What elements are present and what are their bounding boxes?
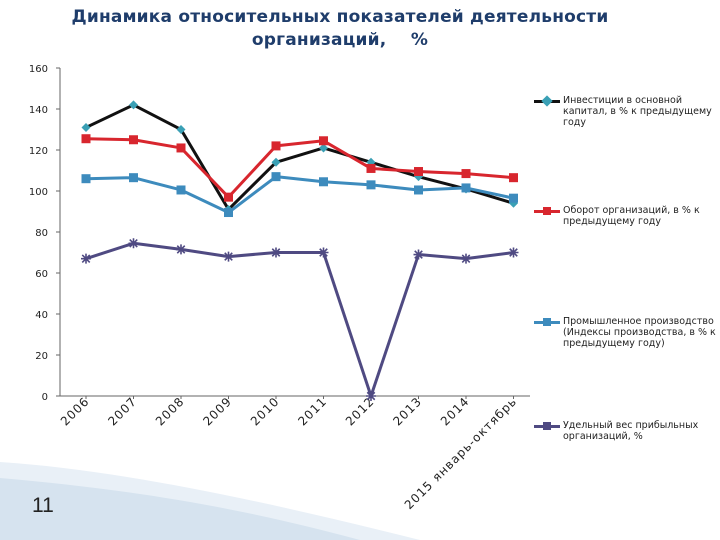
legend-item: Промышленное производство (Индексы произ… [534, 316, 720, 349]
data-point [129, 173, 138, 183]
y-axis-ticks: 0 20 40 60 80 100 120 140 160 [29, 64, 60, 403]
title-line-1: Динамика относительных показателей деяте… [71, 7, 609, 27]
data-point [81, 174, 91, 184]
x-tick-label: 2008 [153, 394, 187, 428]
legend-swatch [534, 207, 560, 215]
data-point [318, 247, 329, 258]
x-tick-label-group: 2007 [105, 394, 139, 428]
data-point [461, 253, 471, 264]
data-point [271, 157, 281, 167]
data-point [366, 391, 376, 401]
x-tick-label: 2012 [343, 394, 377, 428]
series-0 [81, 100, 518, 214]
x-tick-label: 2006 [58, 394, 92, 428]
data-point [81, 134, 91, 144]
data-point [176, 125, 186, 134]
x-tick-label: 2014 [438, 394, 472, 428]
x-tick-label: 2007 [105, 394, 139, 428]
data-point [81, 253, 91, 264]
legend-item: Инвестиции в основной капитал, в % к пре… [534, 95, 720, 128]
x-tick-label-group: 2012 [343, 394, 377, 428]
x-tick-label-group: 2008 [153, 394, 187, 428]
legend-swatch [534, 95, 560, 107]
y-tick-label: 80 [35, 228, 48, 239]
x-tick-label: 2011 [295, 394, 329, 428]
chart-series [81, 100, 519, 401]
title-line-2: организаций, % [251, 30, 429, 50]
series-line [85, 103, 514, 211]
data-point [271, 247, 281, 258]
series-line [85, 175, 514, 215]
y-tick-label: 0 [42, 392, 48, 403]
data-point [413, 249, 424, 260]
data-point [509, 193, 518, 203]
x-tick-label-group: 2010 [248, 394, 282, 428]
background-decoration [0, 462, 420, 540]
series-2 [81, 172, 518, 218]
legend-label: Инвестиции в основной капитал, в % к пре… [563, 95, 712, 128]
legend-label: Промышленное производство (Индексы произ… [563, 316, 716, 349]
data-point [176, 143, 186, 153]
x-tick-label: 2013 [390, 394, 424, 428]
y-tick-label: 160 [29, 64, 48, 75]
data-point [129, 100, 138, 110]
x-tick-label-group: 2013 [390, 394, 424, 428]
data-point [129, 135, 138, 145]
series-1 [81, 134, 518, 202]
data-point [461, 183, 471, 193]
y-tick-label: 120 [29, 146, 48, 157]
y-tick-label: 100 [29, 187, 48, 198]
data-point [271, 172, 281, 182]
chart-axes [59, 68, 530, 397]
y-tick-label: 140 [29, 105, 48, 116]
data-point [271, 141, 281, 151]
x-tick-label-group: 2006 [58, 394, 92, 428]
data-point [224, 208, 233, 218]
data-point [128, 238, 139, 249]
data-point [509, 173, 518, 183]
data-point [508, 247, 519, 258]
legend-swatch [534, 318, 560, 326]
series-line [85, 241, 514, 398]
series-line [85, 137, 514, 199]
data-point [414, 167, 423, 177]
series-3 [81, 238, 519, 401]
legend-item: Удельный вес прибыльных организаций, % [534, 420, 720, 442]
y-tick-label: 60 [35, 269, 48, 280]
data-point [319, 136, 328, 146]
legend-label: Удельный вес прибыльных организаций, % [563, 420, 699, 442]
data-point [81, 122, 91, 132]
y-tick-label: 20 [35, 351, 48, 362]
data-point [319, 177, 328, 187]
legend-swatch [534, 422, 560, 430]
x-tick-label-group: 2014 [438, 394, 472, 428]
x-tick-label-group: 2009 [200, 394, 234, 428]
x-tick-label-group: 2011 [295, 394, 329, 428]
data-point [176, 185, 186, 195]
data-point [366, 180, 376, 190]
data-point [461, 169, 471, 179]
legend-label: Оборот организаций, в % к предыдущему го… [563, 205, 700, 227]
data-point [414, 185, 423, 195]
page-title: Динамика относительных показателей деяте… [40, 6, 640, 52]
background-swoosh-inner [0, 478, 360, 540]
x-tick-label: 2009 [200, 394, 234, 428]
data-point [319, 143, 328, 153]
data-point [366, 163, 376, 173]
y-tick-label: 40 [35, 310, 48, 321]
slide-number: 11 [32, 494, 54, 517]
legend-item: Оборот организаций, в % к предыдущему го… [534, 205, 720, 227]
data-point [223, 251, 234, 262]
data-point [224, 192, 233, 202]
x-tick-label: 2010 [248, 394, 282, 428]
data-point [176, 244, 186, 255]
